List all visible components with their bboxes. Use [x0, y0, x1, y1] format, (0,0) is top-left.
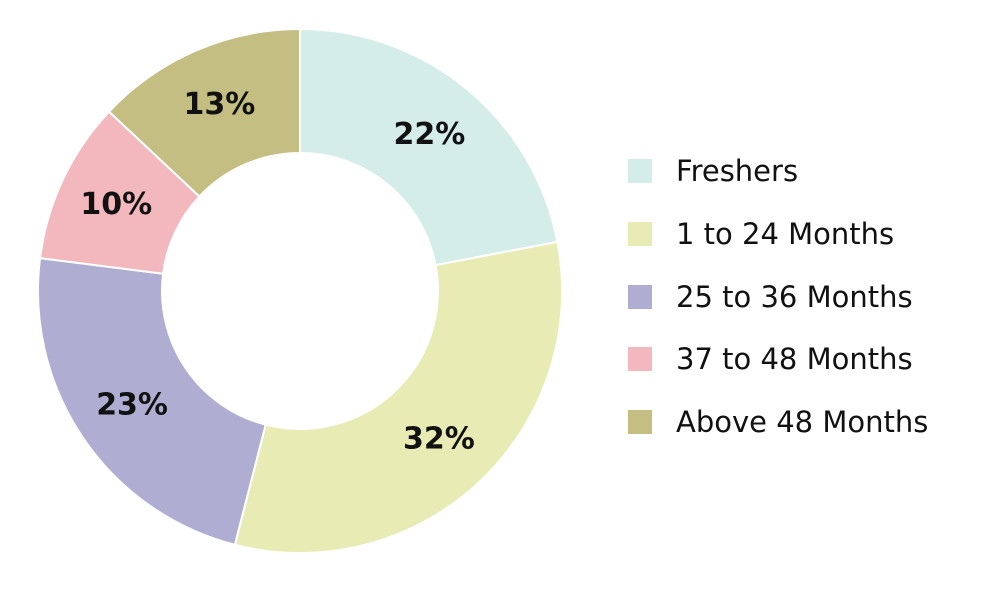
legend-item: 1 to 24 Months	[628, 203, 988, 266]
donut-slice-25-to-36-months	[37, 257, 267, 546]
slice-data-label: 23%	[96, 388, 168, 423]
legend-label: Freshers	[676, 154, 799, 189]
legend-swatch	[628, 284, 652, 309]
legend-swatch	[628, 347, 652, 372]
slice-data-label: 13%	[183, 87, 255, 122]
legend-label: Above 48 Months	[676, 405, 929, 440]
chart-legend: Freshers 1 to 24 Months 25 to 36 Months 37 …	[628, 140, 988, 453]
legend-label: 25 to 36 Months	[676, 279, 913, 314]
legend-swatch	[628, 410, 652, 435]
legend-item: 37 to 48 Months	[628, 328, 988, 391]
donut-slice-freshers	[299, 27, 559, 267]
legend-label: 37 to 48 Months	[676, 342, 913, 377]
legend-item: 25 to 36 Months	[628, 265, 988, 328]
slice-data-label: 32%	[403, 421, 475, 456]
legend-item: Freshers	[628, 140, 988, 203]
legend-label: 1 to 24 Months	[676, 217, 895, 252]
donut-slice-above-48-months	[107, 27, 301, 198]
donut-slice-1-to-24-months	[233, 240, 563, 554]
slice-data-label: 22%	[393, 117, 465, 152]
legend-item: Above 48 Months	[628, 391, 988, 454]
legend-swatch	[628, 159, 652, 184]
slice-data-label: 10%	[80, 187, 152, 222]
legend-swatch	[628, 222, 652, 247]
